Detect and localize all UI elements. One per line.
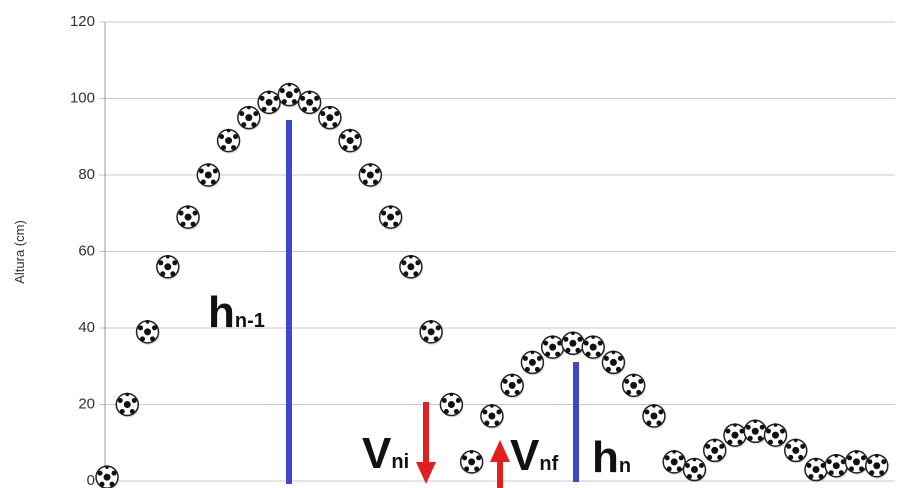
annotation-main: h (208, 288, 235, 337)
ball-point (642, 403, 667, 430)
y-axis-label: Altura (cm) (12, 220, 27, 284)
ball-point (824, 453, 850, 480)
ball-point (358, 162, 384, 189)
ball-point (237, 105, 262, 132)
grid (99, 21, 895, 482)
velocity-arrow-head (490, 440, 510, 462)
ball-point (459, 449, 485, 476)
y-tick-label: 0 (87, 472, 95, 488)
ball-point (176, 204, 201, 231)
ball-point (95, 464, 120, 488)
ball-point (561, 330, 586, 358)
y-tick-label: 20 (78, 395, 95, 412)
annotation-main: h (592, 433, 619, 482)
annotation: Vnf (510, 431, 559, 480)
ball-point (540, 334, 566, 361)
ball-point (682, 456, 708, 484)
ball-point (135, 319, 161, 346)
ball-point (277, 82, 303, 109)
ball-point (783, 437, 809, 465)
annotation: hn (592, 433, 631, 482)
ball-point (743, 418, 768, 446)
annotation-sub: ni (391, 451, 409, 473)
ball-point (581, 334, 606, 361)
ball-point (662, 449, 687, 476)
ball-point (804, 456, 829, 484)
ball-point (763, 422, 789, 449)
ball-point (621, 372, 647, 400)
ball-point (196, 162, 222, 189)
ball-point (601, 349, 627, 377)
annotation: Vni (362, 429, 409, 478)
ball-point (216, 128, 242, 155)
points (95, 82, 890, 488)
ball-point (318, 105, 343, 132)
ball-point (338, 128, 363, 155)
annotation-main: V (362, 429, 392, 478)
y-tick-label: 80 (78, 166, 95, 183)
velocity-arrow-head (416, 462, 436, 484)
ball-point (297, 89, 323, 117)
annotation-main: V (510, 431, 540, 480)
ball-point (865, 453, 890, 480)
ball-point (702, 437, 728, 465)
annotation-sub: nf (539, 453, 558, 475)
annotation-sub: n-1 (235, 310, 265, 332)
ball-point (156, 254, 181, 281)
ball-point (115, 391, 141, 419)
ball-point (439, 391, 465, 419)
ball-point (520, 349, 546, 377)
annotation: hn-1 (208, 288, 265, 337)
y-tick-label: 40 (78, 319, 95, 336)
ball-point (723, 422, 748, 449)
y-tick-label: 60 (78, 242, 95, 259)
ball-point (500, 372, 525, 400)
ball-point (480, 403, 505, 430)
ball-point (844, 449, 870, 476)
y-tick-label: 100 (70, 89, 95, 106)
annotation-sub: n (619, 455, 631, 477)
y-tick-label: 120 (70, 13, 95, 30)
ball-point (378, 204, 404, 231)
ball-point (399, 254, 424, 281)
ball-point (419, 319, 444, 346)
